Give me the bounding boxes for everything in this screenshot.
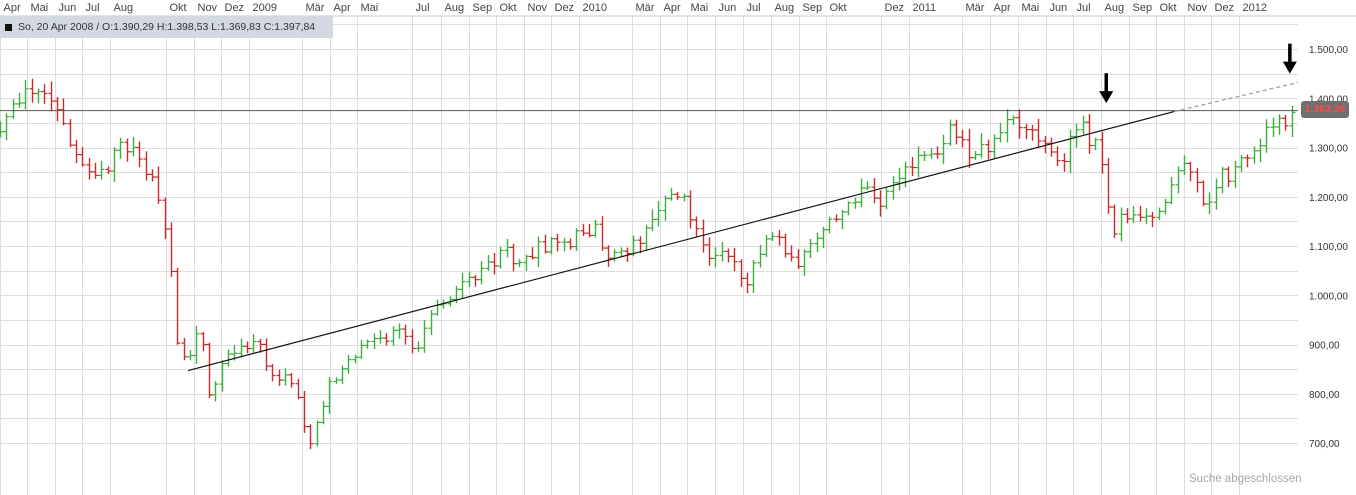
chart-lines [0,81,1299,372]
x-tick-label: Jun [719,2,737,14]
x-tick-label: Okt [830,2,847,14]
y-tick-label: 1.300,00 [1309,144,1348,155]
ohlc-bars [0,78,1296,450]
x-tick-label: Jul [86,2,100,14]
x-tick-label: Okt [1160,2,1177,14]
y-tick-label: 700,00 [1309,439,1340,450]
trendline-projection [1173,81,1299,113]
x-tick-label: Mär [966,2,985,14]
x-tick-label: Aug [1105,2,1125,14]
x-tick-label: Aug [445,2,465,14]
x-tick-label: Jun [1050,2,1068,14]
x-tick-label: 2012 [1243,2,1267,14]
x-tick-label: Aug [775,2,795,14]
x-tick-label: Aug [114,2,134,14]
x-tick-label: Nov [198,2,218,14]
x-tick-label: Dez [225,2,245,14]
x-tick-label: Sep [473,2,493,14]
x-tick-label: Apr [334,2,351,14]
x-tick-label: Jul [1077,2,1091,14]
status-text: Suche abgeschlossen [1189,473,1302,485]
down-arrow-icon [1099,73,1114,104]
trendline [187,110,1175,372]
chart-grid [0,15,1356,495]
ohlc-info-text: So, 20 Apr 2008 / O:1.390,29 H:1.398,53 … [18,21,316,33]
series-square-icon [5,23,12,31]
x-tick-label: Okt [500,2,517,14]
x-tick-label: Nov [1188,2,1208,14]
down-arrow-head [1099,91,1114,104]
x-tick-label: Mai [1022,2,1040,14]
x-tick-label: Jun [59,2,77,14]
last-price-badge: 1.362,36 [1301,101,1349,118]
y-tick-label: 1.000,00 [1309,291,1348,302]
y-tick-label: 1.100,00 [1309,242,1348,253]
x-tick-label: Mär [636,2,655,14]
y-tick-label: 1.200,00 [1309,193,1348,204]
y-axis-labels: 700,00 800,00 900,00 1.000,00 1.100,00 1.200,… [1309,45,1348,450]
y-tick-label: 900,00 [1309,341,1340,352]
down-arrow-icon [1282,43,1297,74]
x-tick-label: Sep [803,2,823,14]
x-tick-label: Mai [691,2,709,14]
x-tick-label: Dez [555,2,575,14]
x-tick-label: Jul [416,2,430,14]
x-tick-label: 2009 [253,2,277,14]
x-tick-label: Nov [528,2,548,14]
x-tick-label: Mai [31,2,49,14]
x-tick-label: Jul [747,2,761,14]
y-tick-label: 800,00 [1309,390,1340,401]
x-tick-label: Apr [664,2,681,14]
x-tick-label: 2011 [913,2,937,14]
ohlc-info-bar: So, 20 Apr 2008 / O:1.390,29 H:1.398,53 … [0,16,333,38]
x-tick-label: 2010 [583,2,607,14]
x-tick-label: Mai [361,2,379,14]
x-tick-label: Mär [306,2,325,14]
x-tick-label: Apr [994,2,1011,14]
down-arrow-head [1282,61,1297,74]
x-tick-label: Dez [1215,2,1235,14]
x-axis-labels: Apr Mai Jun Jul Aug Okt Nov Dez 2009 Mär Apr Mai Jul… [4,2,1267,14]
chart-annotations [1099,43,1297,104]
y-tick-label: 1.400,00 [1309,94,1348,105]
x-tick-label: Apr [4,2,21,14]
x-tick-label: Okt [170,2,187,14]
x-tick-label: Dez [885,2,905,14]
y-tick-label: 1.500,00 [1309,45,1348,56]
x-tick-label: Sep [1133,2,1153,14]
